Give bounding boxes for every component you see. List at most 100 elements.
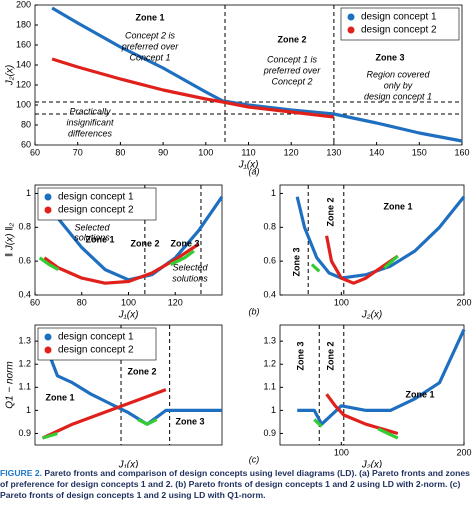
series-line: [313, 418, 399, 440]
y-tick-label: 0.9: [18, 428, 31, 438]
panel-label: (a): [249, 166, 260, 176]
x-tick-label: 200: [456, 297, 471, 307]
x-tick-label: 160: [454, 147, 469, 157]
legend-label: design concept 2: [58, 345, 134, 356]
x-tick-label: 100: [334, 447, 349, 457]
x-axis-label: J₂(x): [361, 460, 382, 468]
series-line: [295, 195, 466, 280]
y-tick-label: 0.6: [18, 256, 31, 266]
y-tick-label: 60: [21, 139, 31, 149]
annotation: Zone 1: [405, 389, 434, 399]
annotation: Zone 1: [85, 234, 114, 244]
y-axis-label: ‖ J(x) ‖₂: [5, 223, 16, 257]
y-tick-label: 160: [16, 39, 31, 49]
charts: 60 70 80 90 100 110 120 130 140 150 16060801001201…: [5, 0, 472, 471]
series-line: [297, 328, 466, 426]
series-line: [325, 393, 399, 436]
caption-label: FIGURE 2.: [0, 468, 43, 478]
annotation: Concept 2 is: [125, 30, 176, 40]
y-tick-label: 1.1: [263, 382, 276, 392]
panel-label: (b): [249, 306, 260, 316]
x-tick-label: 100: [121, 297, 136, 307]
annotation: Practically: [69, 106, 111, 116]
y-tick-label: 1: [26, 405, 31, 415]
legend-label: design concept 1: [361, 12, 437, 23]
x-tick-label: 100: [334, 297, 349, 307]
series-line: [38, 249, 195, 272]
plot-frame: [34, 324, 223, 446]
annotation: differences: [68, 128, 113, 138]
x-axis-label: J₁(x): [118, 310, 139, 321]
legend-label: design concept 1: [58, 332, 134, 343]
annotation: design concept 1: [364, 91, 432, 101]
annotation: Zone 1: [383, 201, 412, 211]
panel-label: (c): [249, 454, 260, 464]
plot-frame: [279, 184, 465, 296]
caption-text: Pareto fronts and comparison of design c…: [0, 468, 470, 500]
legend-marker: [347, 13, 355, 21]
y-axis-label: Q1 − norm: [5, 361, 16, 409]
x-tick-label: 110: [241, 147, 255, 157]
y-tick-label: 1.1: [18, 382, 31, 392]
annotation: Zone 2: [277, 34, 306, 44]
y-tick-label: 1.2: [18, 359, 31, 369]
y-tick-label: 100: [16, 99, 31, 109]
legend-marker: [44, 346, 52, 354]
legend-label: design concept 1: [58, 192, 134, 203]
annotation: Zone 2: [127, 366, 156, 376]
legend-box: [340, 7, 460, 41]
x-tick-label: 70: [73, 147, 83, 157]
annotation: Concept 1 is: [267, 54, 318, 64]
legend-marker: [44, 206, 52, 214]
series-line: [41, 388, 167, 440]
annotation: Zone 3: [170, 238, 199, 248]
x-tick-label: 60: [30, 297, 40, 307]
y-tick-label: 200: [16, 0, 31, 9]
annotation: Zone 3: [295, 341, 305, 370]
x-axis-label: J₁(x): [118, 460, 139, 468]
y-tick-label: 1.2: [263, 359, 276, 369]
y-tick-label: 0.9: [263, 428, 276, 438]
annotation: insignificant: [66, 117, 114, 127]
x-axis-label: J₂(x): [361, 310, 382, 321]
annotation: Region covered: [366, 69, 430, 79]
x-tick-label: 140: [369, 147, 384, 157]
x-tick-label: 90: [158, 147, 168, 157]
chart: 0.9 1 1.1 1.2 1.3 J₁(x) Q1 − norm (c) Zone 1 Zone…: [5, 324, 260, 471]
annotation: Selected: [172, 262, 208, 272]
annotation: preferred over: [263, 65, 322, 75]
annotation: Zone 2: [325, 341, 335, 370]
series-line: [41, 335, 222, 426]
annotation: Zone 3: [375, 52, 404, 62]
legend-marker: [347, 26, 355, 34]
legend-label: design concept 2: [58, 205, 134, 216]
legend-marker: [44, 193, 52, 201]
annotation: solutions: [172, 273, 208, 283]
x-tick-label: 100: [198, 147, 213, 157]
y-tick-label: 80: [21, 119, 31, 129]
annotation: Zone 2: [130, 238, 159, 248]
y-tick-label: 1: [271, 188, 276, 198]
y-tick-label: 0.4: [263, 289, 276, 299]
plot-frame: [279, 324, 465, 446]
chart: 100 200 0.9 1 1.1 1.2 1.3 J₂(x) Zone 3 Zone 2 Zone…: [263, 324, 472, 471]
y-axis-label: J₂(x): [5, 65, 16, 86]
x-tick-label: 60: [30, 147, 40, 157]
y-tick-label: 0.8: [18, 222, 31, 232]
x-tick-label: 120: [284, 147, 299, 157]
x-tick-label: 200: [456, 447, 471, 457]
caption: FIGURE 2. Pareto fronts and comparison o…: [0, 468, 472, 501]
series-line: [42, 418, 158, 440]
annotation: only by: [384, 80, 413, 90]
annotation: Zone 1: [45, 392, 74, 402]
chart: 60 70 80 90 100 110 120 130 140 150 160 60 80 100 120 1…: [5, 0, 470, 176]
annotation: solutions: [74, 232, 110, 242]
series-line: [43, 242, 200, 285]
x-axis-label: J₁(x): [238, 160, 259, 171]
annotation: Zone 3: [175, 416, 204, 426]
series-line: [310, 254, 399, 273]
y-tick-label: 180: [16, 19, 31, 29]
y-tick-label: 1.3: [263, 336, 276, 346]
annotation: preferred over: [121, 41, 180, 51]
